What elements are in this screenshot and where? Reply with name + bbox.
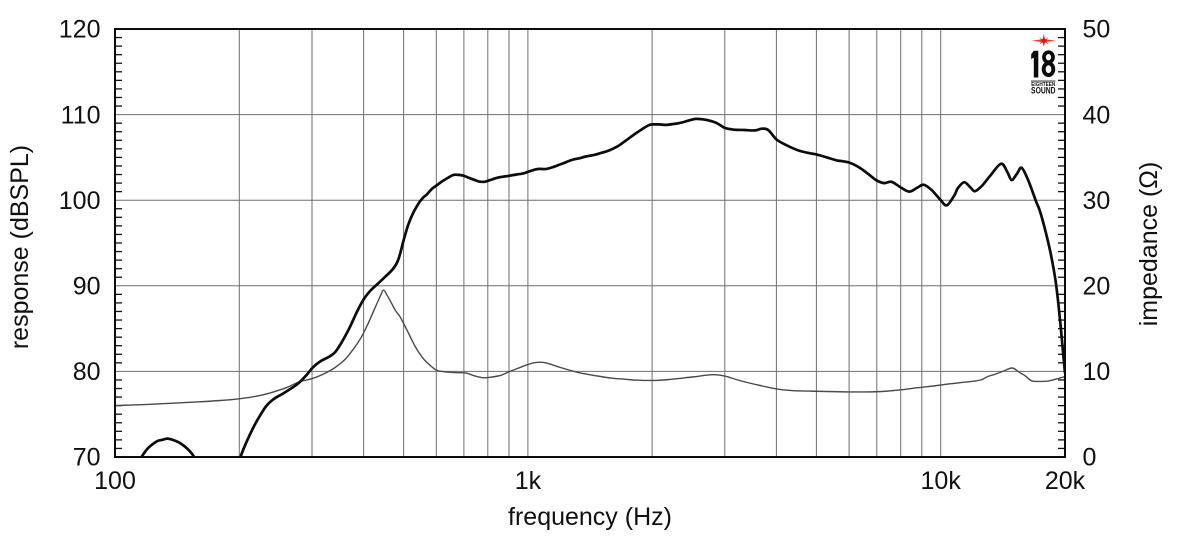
svg-text:impedance (Ω): impedance (Ω) [1135,162,1163,327]
svg-text:1k: 1k [515,467,542,495]
svg-text:100: 100 [59,187,101,215]
svg-text:70: 70 [73,444,101,472]
svg-text:100: 100 [94,467,136,495]
svg-text:50: 50 [1083,16,1111,44]
svg-text:30: 30 [1083,187,1111,215]
svg-text:110: 110 [61,101,101,129]
svg-text:20k: 20k [1045,467,1086,495]
svg-text:0: 0 [1083,444,1097,472]
svg-text:10: 10 [1083,358,1111,386]
svg-text:frequency (Hz): frequency (Hz) [508,503,672,531]
svg-text:SOUND: SOUND [1031,86,1056,96]
svg-text:EIGHTEEN: EIGHTEEN [1031,82,1055,88]
svg-text:20: 20 [1083,273,1111,301]
svg-text:120: 120 [59,16,101,44]
svg-text:90: 90 [73,273,101,301]
svg-text:40: 40 [1083,101,1111,129]
svg-text:10k: 10k [921,467,962,495]
svg-text:80: 80 [73,358,101,386]
svg-text:response (dBSPL): response (dBSPL) [6,145,34,349]
